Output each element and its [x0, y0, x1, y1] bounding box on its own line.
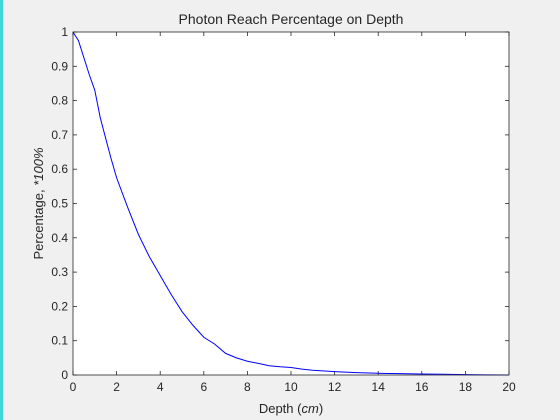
- y-tick-label: 0.5: [51, 197, 68, 211]
- x-tick-label: 8: [244, 380, 251, 394]
- y-tick-label: 0.6: [51, 162, 68, 176]
- x-tick-label: 10: [284, 380, 298, 394]
- x-tick-label: 12: [328, 380, 342, 394]
- y-tick-label: 0.7: [51, 128, 68, 142]
- y-tick-label: 0.2: [51, 299, 68, 313]
- x-tick-label: 16: [415, 380, 429, 394]
- data-line: [72, 31, 510, 376]
- y-tick-label: 0.8: [51, 94, 68, 108]
- plot-area: [73, 32, 509, 375]
- x-tick-label: 6: [200, 380, 207, 394]
- x-tick-label: 2: [113, 380, 120, 394]
- x-tick-label: 14: [372, 380, 386, 394]
- y-tick-label: 1: [61, 25, 68, 39]
- x-tick-label: 18: [459, 380, 473, 394]
- y-tick-label: 0: [61, 368, 68, 382]
- ticks-layer: 0 2 4 6 8 10 12 14 16 18 20 0 0.1 0.2 0.3 0.4 0.5 0.6 0.7 0…: [51, 25, 516, 394]
- plot-frame: [72, 31, 510, 376]
- y-tick-label: 0.1: [51, 334, 68, 348]
- y-tick-label: 0.4: [51, 231, 68, 245]
- x-tick-label: 4: [157, 380, 164, 394]
- y-tick-label: 0.3: [51, 265, 68, 279]
- chart-title: Photon Reach Percentage on Depth: [179, 11, 404, 27]
- window-edge: [0, 0, 3, 420]
- x-axis-label: Depth (cm): [259, 401, 323, 416]
- y-tick-label: 0.9: [51, 59, 68, 73]
- y-axis-label: Percentage, *100%: [31, 147, 46, 259]
- x-tick-label: 0: [70, 380, 77, 394]
- x-tick-label: 20: [502, 380, 516, 394]
